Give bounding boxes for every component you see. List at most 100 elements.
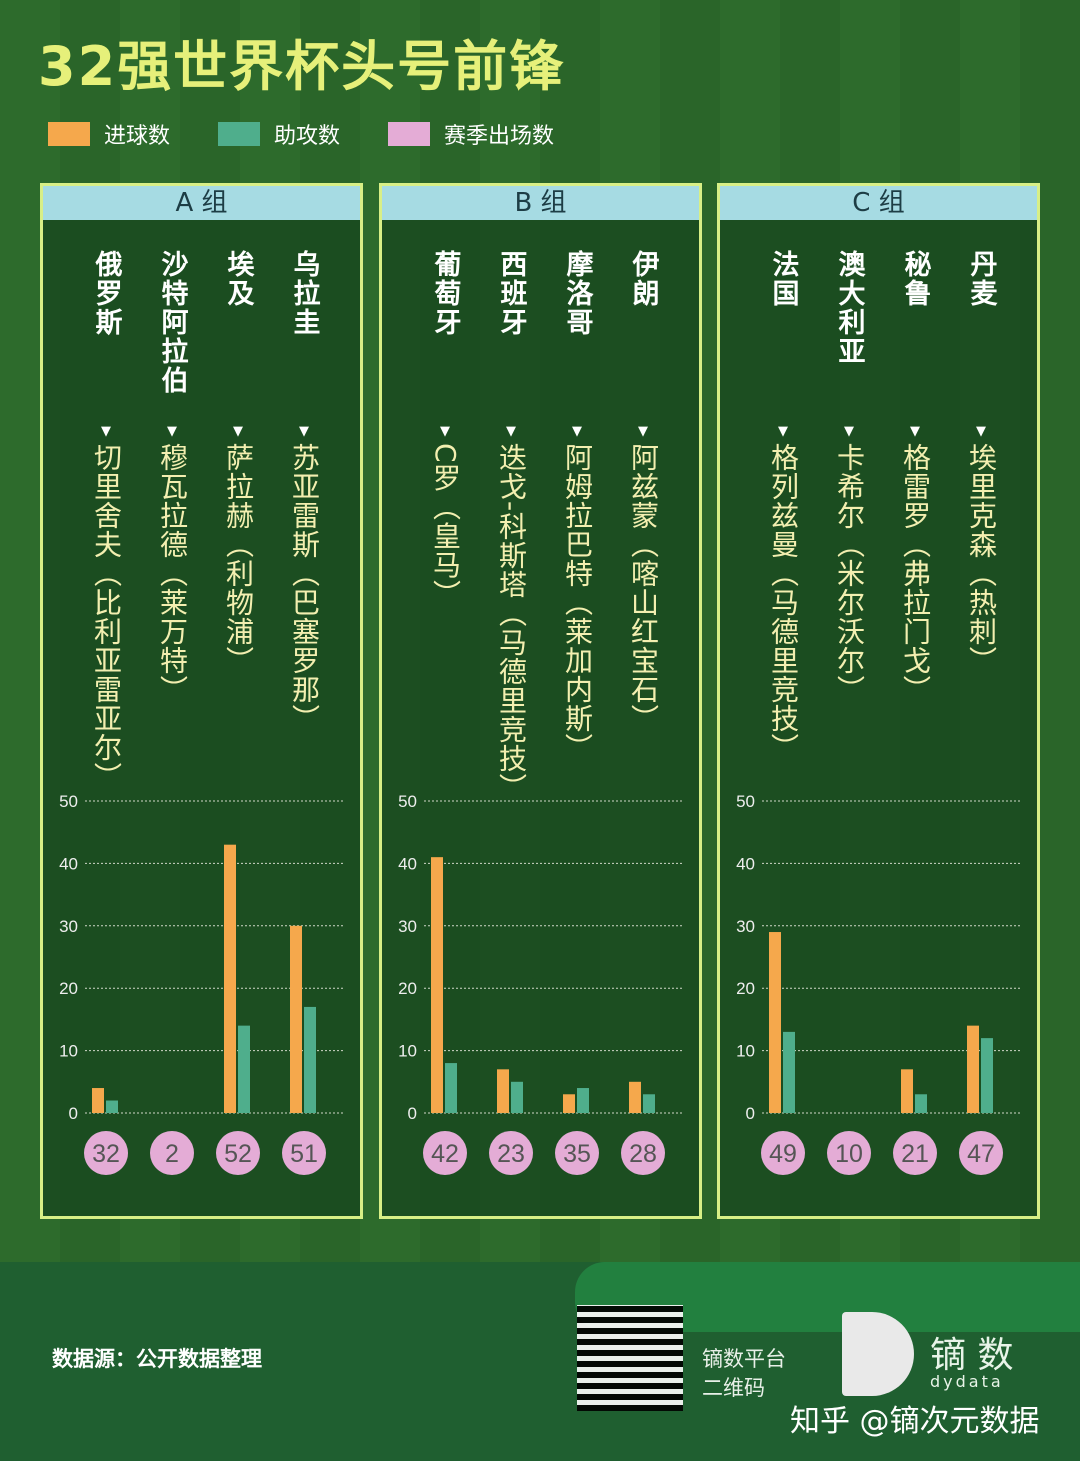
player-name: 卡希尔（米尔沃尔）: [833, 443, 866, 704]
team-column: 摩洛哥 ▼ 阿姆拉巴特（莱加内斯）: [557, 250, 597, 762]
country-name: 乌拉圭: [288, 250, 320, 337]
y-tick-label: 30: [736, 917, 755, 936]
player-name: 切里舍夫（比利亚雷亚尔）: [90, 443, 123, 791]
player-name: 苏亚雷斯（巴塞罗那）: [288, 443, 321, 733]
country-name: 法国: [767, 250, 799, 308]
triangle-down-icon: ▼: [440, 424, 450, 439]
team-column: 伊朗 ▼ 阿兹蒙（喀山红宝石）: [623, 250, 663, 733]
assists-bar: [577, 1088, 589, 1113]
appearances-badge: [761, 1131, 805, 1175]
group-panel: C 组法国 ▼ 格列兹曼（马德里竞技） 澳大利亚 ▼ 卡希尔（米尔沃尔） 秘鲁 ▼ 格雷罗（弗拉…: [717, 183, 1040, 1219]
appearances-badge: [893, 1131, 937, 1175]
appearances-label: 21: [901, 1140, 929, 1168]
assists-bar: [643, 1094, 655, 1113]
goals-bar: [901, 1069, 913, 1113]
appearances-badge: [959, 1131, 1003, 1175]
data-source: 数据源：公开数据整理: [52, 1347, 262, 1371]
team-column: 丹麦 ▼ 埃里克森（热刺）: [961, 250, 1001, 675]
brand-name: 镝 数: [930, 1335, 1014, 1376]
y-tick-label: 20: [398, 979, 417, 998]
legend-item: 助攻数: [218, 118, 340, 150]
y-tick-label: 50: [398, 792, 417, 811]
appearances-badge: [216, 1131, 260, 1175]
team-column: 澳大利亚 ▼ 卡希尔（米尔沃尔）: [829, 250, 869, 704]
assists-bar: [445, 1063, 457, 1113]
appearances-badge: [555, 1131, 599, 1175]
team-column: 俄罗斯 ▼ 切里舍夫（比利亚雷亚尔）: [86, 250, 126, 791]
country-name: 埃及: [222, 250, 254, 308]
y-tick-label: 50: [59, 792, 78, 811]
appearances-label: 35: [563, 1140, 591, 1168]
appearances-label: 10: [835, 1140, 863, 1168]
country-name: 秘鲁: [899, 250, 931, 308]
team-column: 沙特阿拉伯 ▼ 穆瓦拉德（莱万特）: [152, 250, 192, 704]
player-name: 格列兹曼（马德里竞技）: [767, 443, 800, 762]
group-header: B 组: [382, 186, 699, 220]
appearances-badge: [282, 1131, 326, 1175]
y-tick-label: 10: [398, 1042, 417, 1061]
assists-bar: [981, 1038, 993, 1113]
y-tick-label: 0: [746, 1104, 755, 1123]
triangle-down-icon: ▼: [572, 424, 582, 439]
team-column: 埃及 ▼ 萨拉赫（利物浦）: [218, 250, 258, 675]
goals-bar: [224, 844, 236, 1113]
goals-bar: [629, 1081, 641, 1113]
brand-name-en: dydata: [930, 1372, 1004, 1391]
legend-label: 进球数: [104, 124, 171, 149]
legend-swatch: [388, 122, 431, 146]
qr-code-icon: [577, 1305, 683, 1411]
appearances-badge: [489, 1131, 533, 1175]
assists-bar: [106, 1100, 118, 1113]
player-name: 迭戈-科斯塔（马德里竞技）: [495, 443, 528, 803]
y-tick-label: 40: [59, 854, 78, 873]
assists-bar: [511, 1081, 523, 1113]
country-name: 俄罗斯: [90, 250, 122, 337]
appearances-label: 23: [497, 1140, 525, 1168]
y-tick-label: 50: [736, 792, 755, 811]
country-name: 沙特阿拉伯: [156, 250, 188, 395]
appearances-badge: [84, 1131, 128, 1175]
goals-bar: [290, 925, 302, 1113]
bar-chart: 0 10 20 30 40 50 32 2 52 51: [59, 792, 343, 1175]
legend-item: 进球数: [48, 118, 170, 150]
y-tick-label: 30: [59, 917, 78, 936]
triangle-down-icon: ▼: [233, 424, 243, 439]
qr-label-1: 镝数平台: [702, 1347, 786, 1371]
y-tick-label: 10: [59, 1042, 78, 1061]
y-tick-label: 40: [736, 854, 755, 873]
assists-bar: [915, 1094, 927, 1113]
goals-bar: [497, 1069, 509, 1113]
appearances-badge: [150, 1131, 194, 1175]
player-name: 萨拉赫（利物浦）: [222, 443, 255, 675]
appearances-label: 2: [165, 1140, 179, 1168]
appearances-badge: [827, 1131, 871, 1175]
appearances-badge: [423, 1131, 467, 1175]
appearances-label: 52: [224, 1140, 252, 1168]
y-tick-label: 0: [408, 1104, 417, 1123]
team-column: 秘鲁 ▼ 格雷罗（弗拉门戈）: [895, 250, 935, 704]
country-name: 澳大利亚: [833, 250, 865, 366]
dydata-logo-icon: [842, 1312, 914, 1396]
y-tick-label: 30: [398, 917, 417, 936]
legend: 进球数 助攻数 赛季出场数: [48, 118, 602, 150]
legend-item: 赛季出场数: [388, 118, 554, 150]
team-column: 乌拉圭 ▼ 苏亚雷斯（巴塞罗那）: [284, 250, 324, 733]
appearances-label: 49: [769, 1140, 797, 1168]
goals-bar: [967, 1025, 979, 1113]
triangle-down-icon: ▼: [844, 424, 854, 439]
group-panel: A 组俄罗斯 ▼ 切里舍夫（比利亚雷亚尔） 沙特阿拉伯 ▼ 穆瓦拉德（莱万特） 埃及 ▼ 萨拉赫…: [40, 183, 363, 1219]
appearances-label: 51: [290, 1140, 318, 1168]
appearances-label: 28: [629, 1140, 657, 1168]
y-tick-label: 20: [59, 979, 78, 998]
goals-bar: [563, 1094, 575, 1113]
triangle-down-icon: ▼: [299, 424, 309, 439]
country-name: 西班牙: [495, 250, 527, 337]
goals-bar: [431, 857, 443, 1113]
goals-bar: [769, 932, 781, 1113]
triangle-down-icon: ▼: [638, 424, 648, 439]
qr-label-2: 二维码: [702, 1376, 765, 1400]
group-panel: B 组葡萄牙 ▼ C罗（皇马） 西班牙 ▼ 迭戈-科斯塔（马德里竞技） 摩洛哥 ▼ 阿姆拉巴特（…: [379, 183, 702, 1219]
assists-bar: [783, 1031, 795, 1113]
triangle-down-icon: ▼: [167, 424, 177, 439]
